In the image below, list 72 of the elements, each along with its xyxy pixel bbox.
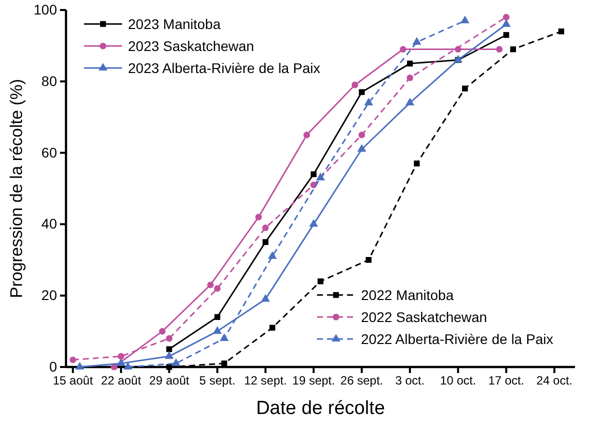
legend-label: 2023 Saskatchewan [128, 38, 254, 54]
point [166, 335, 172, 342]
point [358, 132, 366, 138]
x-tick-label: 29 août [149, 374, 190, 388]
y-tick-label: 60 [41, 144, 58, 160]
x-tick-label: 3 oct. [395, 374, 425, 388]
point [166, 364, 172, 370]
x-tick-label: 10 oct. [440, 374, 476, 388]
point [268, 251, 277, 259]
point [220, 333, 229, 341]
point [261, 294, 270, 302]
point [496, 46, 503, 53]
point [462, 86, 468, 92]
point [400, 46, 406, 53]
legend-label: 2022 Saskatchewan [361, 309, 488, 325]
x-tick-label: 24 oct. [536, 374, 572, 388]
point [118, 353, 124, 360]
legend-label: 2022 Manitoba [361, 287, 454, 303]
point [454, 54, 462, 63]
y-tick-label: 20 [41, 287, 58, 304]
point [502, 14, 510, 20]
point [510, 46, 516, 52]
point [352, 82, 358, 88]
point [503, 32, 510, 38]
point [75, 362, 84, 370]
point [303, 132, 310, 138]
point [214, 314, 220, 320]
point [502, 19, 511, 27]
x-tick-label: 12 sept. [244, 374, 287, 388]
point [406, 74, 414, 82]
point [357, 144, 366, 152]
point [460, 16, 470, 24]
y-tick-label: 80 [41, 72, 58, 89]
point [558, 28, 564, 34]
x-tick-label: 26 sept. [340, 374, 384, 388]
point [262, 224, 269, 232]
point [414, 160, 420, 166]
point [159, 328, 166, 335]
y-tick-label: 100 [34, 1, 58, 18]
y-axis-title: Progression de la récolte (%) [7, 78, 26, 298]
legend-label: 2023 Manitoba [128, 16, 221, 32]
x-tick-label: 19 sept. [292, 374, 335, 388]
point [164, 351, 174, 359]
point [269, 324, 276, 331]
point [70, 356, 76, 364]
y-tick-label: 40 [41, 216, 58, 232]
point [358, 89, 365, 96]
point [412, 37, 422, 45]
point [212, 326, 222, 334]
x-axis-title: Date de récolte [256, 398, 385, 419]
point [255, 214, 262, 220]
point [309, 219, 318, 227]
point [318, 278, 324, 284]
point [316, 172, 325, 180]
x-tick-label: 17 oct. [488, 374, 524, 388]
x-tick-label: 5 sept. [199, 374, 236, 388]
x-tick-label: 22 août [101, 374, 142, 388]
point [366, 256, 372, 263]
point [405, 98, 414, 106]
y-tick-label: 0 [49, 358, 58, 374]
point [310, 171, 317, 178]
point [166, 346, 172, 352]
point [172, 358, 180, 366]
point [407, 60, 413, 66]
point [221, 360, 228, 366]
legend-label: 2023 Alberta-Rivière de la Paix [128, 60, 320, 76]
x-tick-label: 15 août [52, 374, 94, 388]
legend-label: 2022 Alberta-Rivière de la Paix [361, 331, 554, 347]
point [364, 98, 374, 106]
point [207, 282, 214, 288]
point [214, 285, 221, 292]
point [262, 239, 268, 245]
